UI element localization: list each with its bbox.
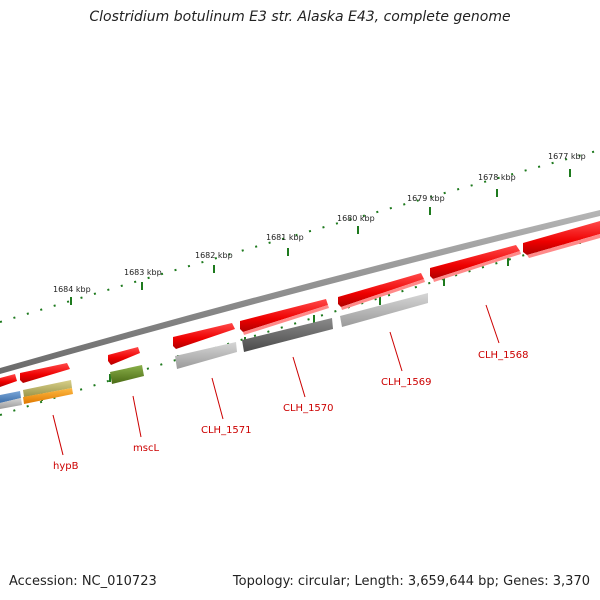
cds-arrow (0, 374, 17, 387)
cds-arrow (523, 221, 600, 255)
gene-label-CLH_1571: CLH_1571 (201, 425, 252, 436)
accession-text: Accession: NC_010723 (9, 574, 157, 589)
category-block (23, 380, 72, 397)
cds-arrow (240, 299, 328, 332)
outer-kbp-ticks (70, 169, 571, 305)
category-track (0, 293, 428, 409)
kbp-label: 1678 kbp (478, 173, 516, 182)
kbp-label: 1679 kbp (407, 194, 445, 203)
category-block (340, 293, 428, 327)
gene-labels: CLH_1568 CLH_1569 CLH_1570 CLH_1571 mscL… (53, 350, 529, 472)
category-block (23, 388, 73, 404)
gene-label-CLH_1570: CLH_1570 (283, 403, 334, 414)
cds-arrow (173, 323, 235, 349)
genome-summary-text: Topology: circular; Length: 3,659,644 bp… (232, 574, 590, 589)
gene-label-CLH_1568: CLH_1568 (478, 350, 529, 361)
kbp-label: 1683 kbp (124, 268, 162, 277)
cds-arrow (108, 347, 140, 365)
gene-label-CLH_1569: CLH_1569 (381, 377, 432, 388)
category-block (242, 318, 333, 352)
gene-label-mscL: mscL (133, 443, 159, 454)
label-leaders (52, 304, 500, 456)
genome-backbone (0, 210, 600, 374)
category-block (175, 342, 237, 369)
kbp-label: 1680 kbp (337, 214, 375, 223)
forward-cds-track (0, 221, 600, 387)
category-block (0, 391, 21, 403)
kbp-label: 1677 kbp (548, 152, 586, 161)
kbp-labels: 1677 kbp 1678 kbp 1679 kbp 1680 kbp 1681… (53, 152, 586, 294)
category-block (0, 398, 22, 409)
cds-arrow (338, 273, 424, 307)
kbp-label: 1684 kbp (53, 285, 91, 294)
kbp-label: 1681 kbp (266, 233, 304, 242)
cds-arrow (20, 363, 70, 383)
category-block (110, 365, 144, 384)
gene-label-hypB: hypB (53, 461, 79, 472)
kbp-label: 1682 kbp (195, 251, 233, 260)
inner-tick-track (0, 232, 600, 416)
cds-arrow (430, 245, 520, 279)
map-title: Clostridium botulinum E3 str. Alaska E43… (89, 9, 511, 25)
